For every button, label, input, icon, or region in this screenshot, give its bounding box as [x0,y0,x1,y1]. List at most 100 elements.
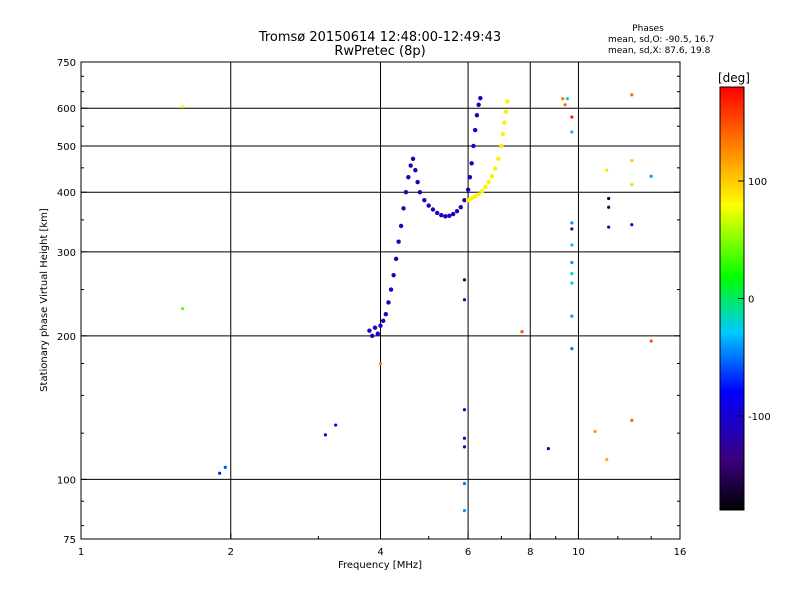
x-axis-label: Frequency [MHz] [338,560,422,571]
chart-subtitle: RwPretec (8p) [334,44,425,59]
axes: 1 2 4 6 8 10 16 75 100 200 300 400 500 600 750 [57,58,686,558]
scatter-point [630,182,634,187]
trace-point [413,167,418,173]
scatter-point [570,115,574,119]
trace-point [430,207,436,212]
scatter-point [334,423,338,427]
trace-point [503,109,509,114]
trace-point [489,174,495,179]
y-axis-label: Stationary phase Virtual Height [km] [39,208,50,392]
scatter-point [546,447,550,451]
scatter-point [462,509,467,513]
scatter-point [520,330,524,334]
trace-point [474,113,480,118]
scatter-point [570,314,574,318]
y-tick-label: 500 [57,142,76,153]
trace-point [401,206,406,211]
y-tick-label: 100 [57,475,76,486]
trace-point [476,192,481,197]
scatter-point [630,158,634,163]
trace-point [380,318,386,324]
x-tick-label: 16 [674,547,687,558]
scatter-point [378,361,383,366]
colorbar-tick-label: 100 [748,177,767,188]
scatter-point [563,103,567,107]
trace-point [499,143,504,149]
trace-point [426,203,431,208]
grid-lines [81,62,680,539]
scatter-point [323,433,328,437]
colorbar-tick-label: 0 [748,295,754,306]
trace-point [454,208,460,214]
scatter-point [561,97,565,101]
trace-point [469,196,474,201]
colorbar-label: [deg] [718,71,750,85]
scatter-point [630,223,634,227]
scatter-point [462,481,467,486]
scatter-point [570,221,574,225]
trace-point [472,127,478,133]
trace-point [422,197,427,203]
trace-point [415,179,420,185]
trace-point [410,156,416,162]
scatter-point [570,260,574,265]
y-tick-label: 400 [57,188,76,199]
trace-point [469,161,474,166]
scatter-point [649,174,653,178]
scatter-point [607,196,611,201]
scatter-point [180,104,185,109]
trace-point [367,328,372,333]
trace-point [396,239,401,244]
phases-heading: Phases [632,24,664,34]
trace-point [434,210,440,216]
trace-point [417,190,423,195]
trace-point [471,143,476,149]
trace-point [375,331,380,336]
scatter-point [462,436,467,440]
scatter-point [570,130,574,134]
trace-point [372,325,378,330]
trace-point [393,256,399,262]
scatter-point [218,471,222,475]
trace-point [486,179,491,185]
trace-point [439,213,444,218]
x-tick-label: 2 [228,547,234,558]
scatter-point [607,225,611,229]
trace-point [505,99,510,104]
trace-point [500,131,506,137]
colorbar-ticks: 100 0 -100 [738,177,771,423]
trace-point [458,205,463,210]
trace-point [408,163,413,168]
scatter-point [570,243,574,247]
trace-point [383,311,389,317]
trace-point [370,333,375,339]
trace-point [483,184,488,190]
scatter-point [570,281,574,285]
phases-o-stats: mean, sd,O: -90.5, 16.7 [608,35,714,45]
trace-point [391,272,396,278]
trace-point [502,120,507,125]
trace-point [472,194,478,199]
y-tick-label: 75 [63,535,76,546]
data-points [180,93,653,513]
trace-point [388,287,394,292]
phases-x-stats: mean, sd,X: 87.6, 19.8 [608,46,711,56]
trace-point [406,175,411,180]
trace-point [447,213,452,218]
scatter-point [223,465,227,469]
scatter-point [630,93,634,97]
scatter-point [607,205,611,209]
trace-point [476,102,481,108]
trace-point [492,166,498,171]
scatter-point [180,307,185,311]
trace-point [386,300,391,305]
y-tick-label: 750 [57,58,76,69]
scatter-point [605,168,609,172]
x-tick-label: 1 [78,547,84,558]
trace-point [403,190,409,195]
scatter-point [462,298,467,302]
y-tick-label: 600 [57,104,76,115]
x-tick-label: 6 [465,547,471,558]
trace-point [378,323,383,328]
